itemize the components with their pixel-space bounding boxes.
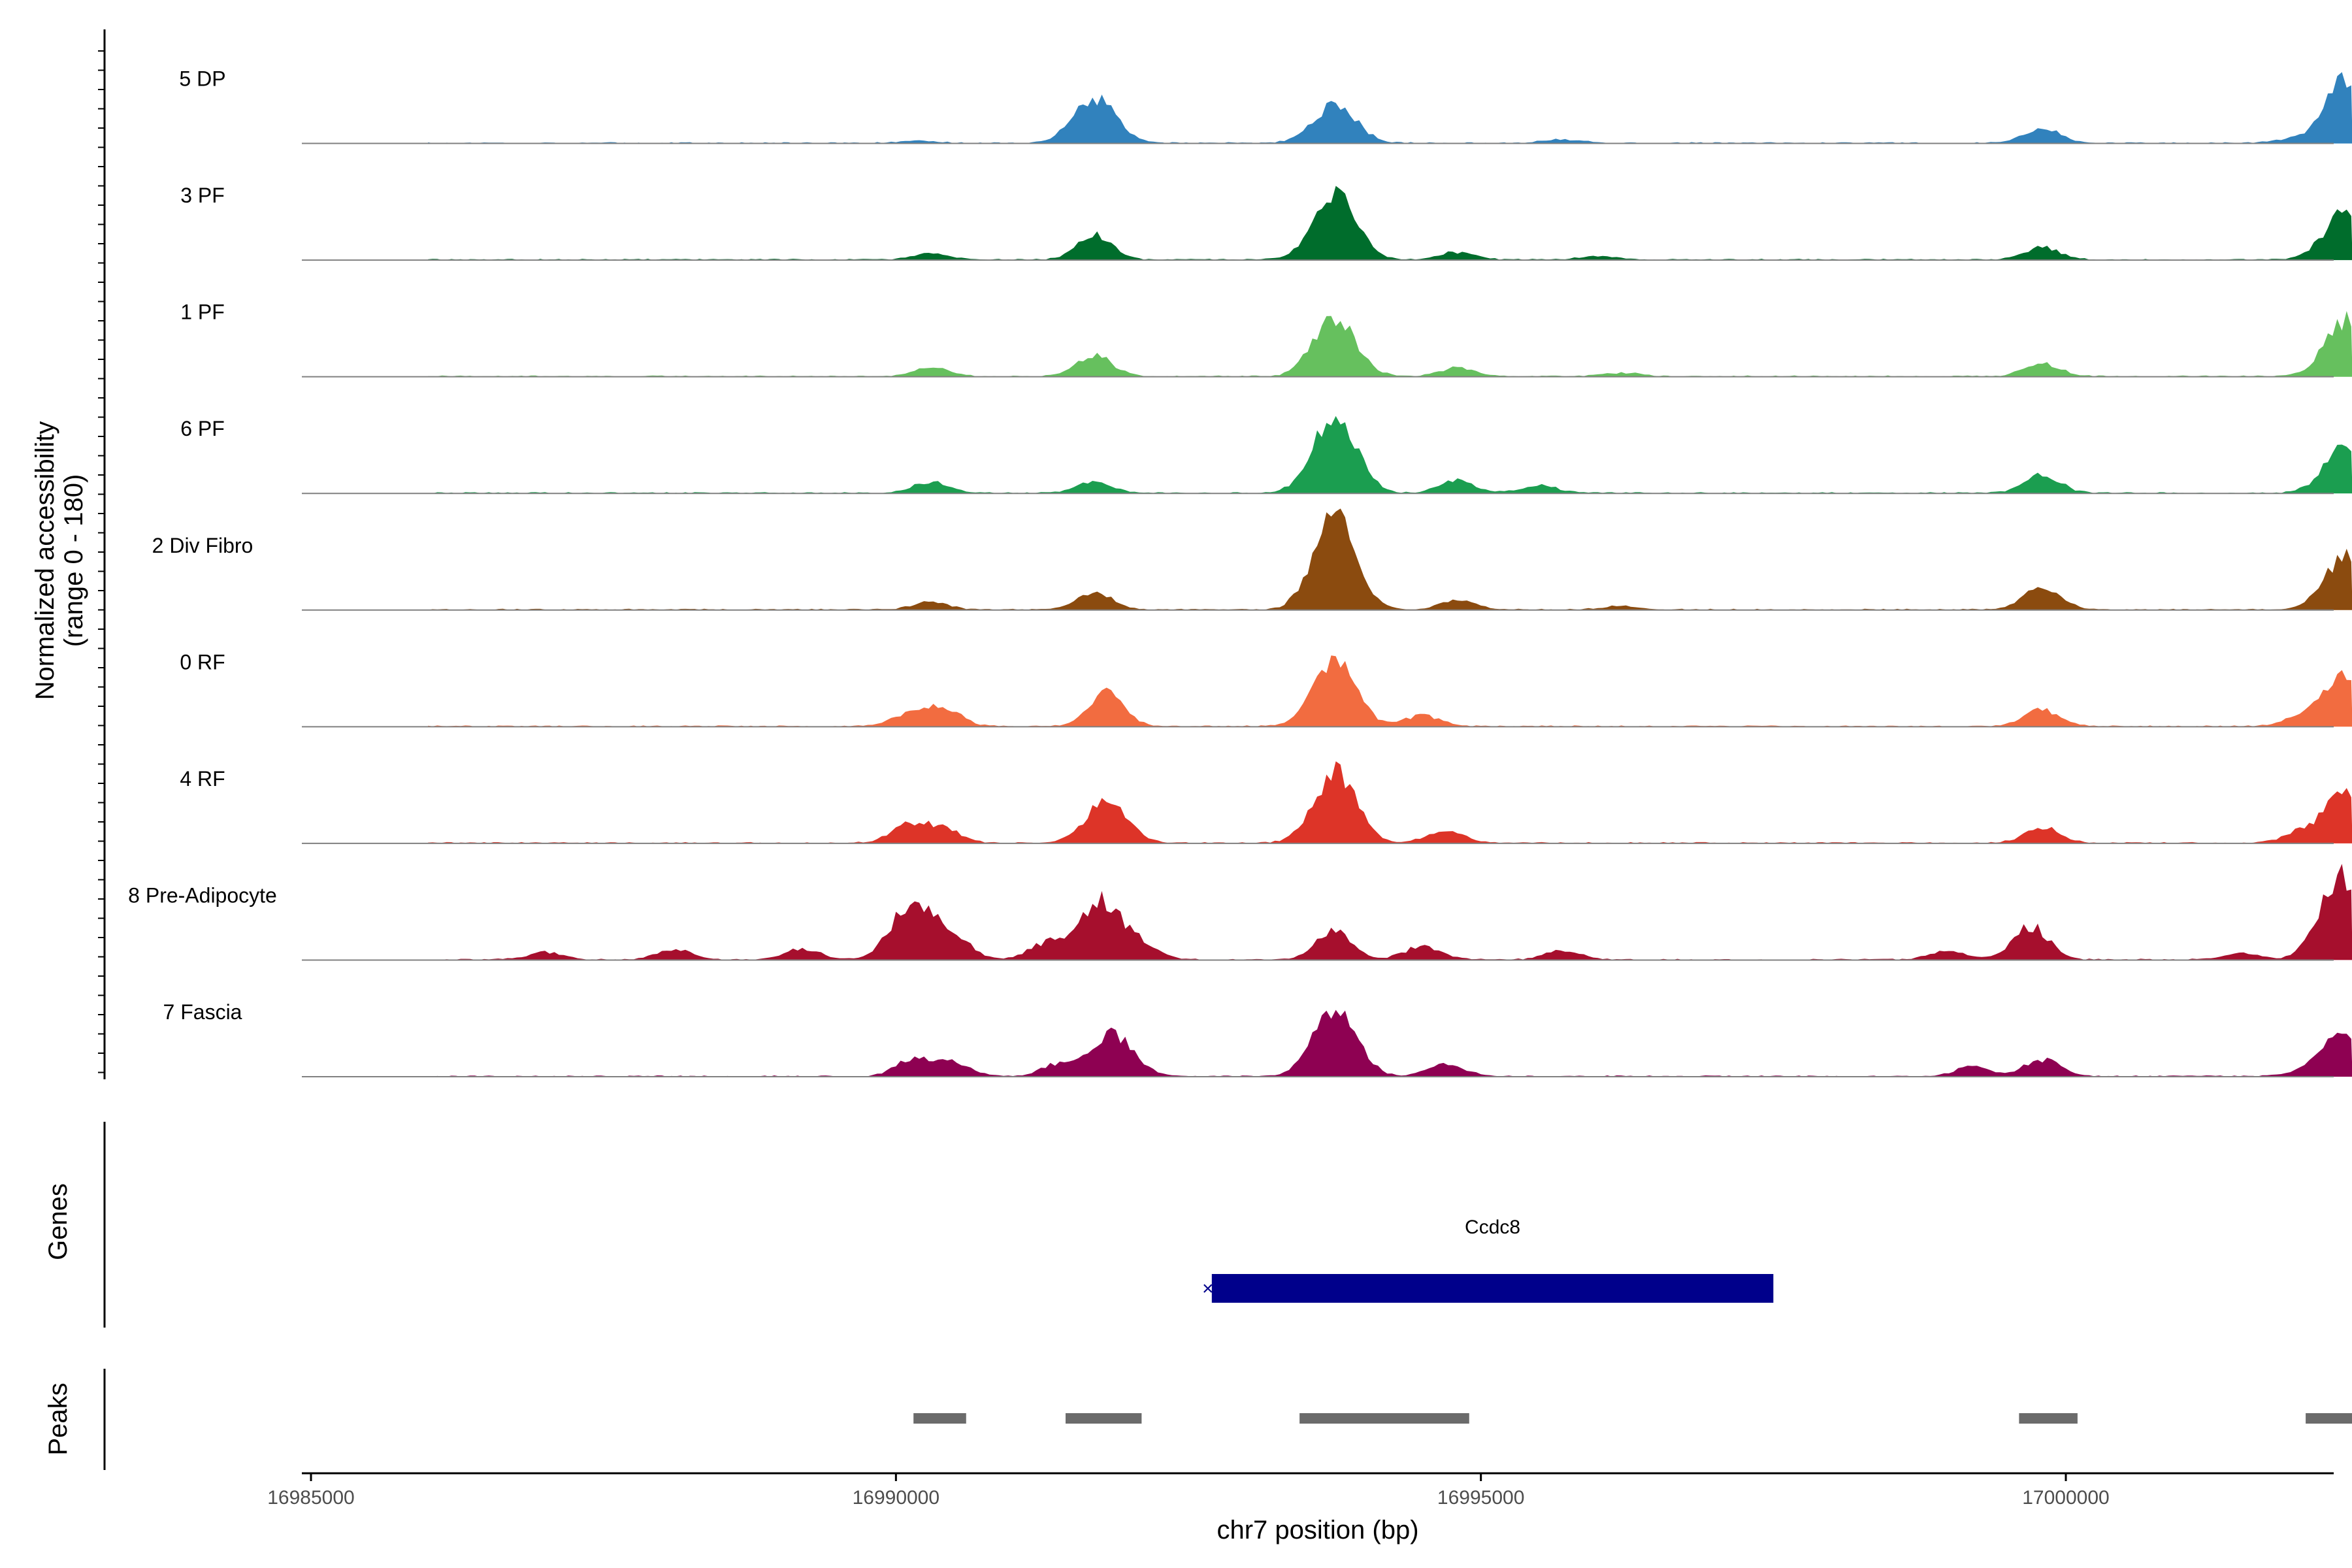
genes-track-label: Genes: [44, 1183, 73, 1260]
peaks-track: [913, 1413, 2352, 1424]
y-axis-title: Normalized accessibility: [31, 421, 59, 700]
peak-region-1: [913, 1413, 966, 1424]
track-label: 3 PF: [180, 184, 225, 207]
coverage-area-3: [428, 311, 2352, 377]
peak-region-3: [1299, 1413, 1469, 1424]
x-tick-label: 17000000: [2022, 1487, 2109, 1509]
track-label: 1 PF: [180, 301, 225, 324]
gene-label: Ccdc8: [1465, 1217, 1520, 1238]
coverage-y-ticks: [98, 50, 105, 1073]
coverage-area-7: [428, 761, 2352, 843]
genes-track: × Ccdc8: [1202, 1217, 1774, 1303]
track-label: 7 Fascia: [163, 1000, 242, 1024]
gene-body: [1211, 1274, 1774, 1303]
coverage-tracks: 5 DP 3 PF 1 PF 6 PF 2 Div Fibro 0 RF 4 RF 8 Pre…: [128, 67, 2352, 1077]
coverage-area-1: [428, 72, 2352, 144]
coverage-area-6: [428, 655, 2352, 727]
coverage-area-4: [428, 416, 2352, 494]
coverage-area-8: [428, 864, 2352, 960]
x-tick-label: 16990000: [853, 1487, 939, 1509]
x-axis-title: chr7 position (bp): [1217, 1516, 1418, 1544]
x-tick-label: 16995000: [1437, 1487, 1524, 1509]
track-label: 5 DP: [179, 67, 225, 91]
track-label: 8 Pre-Adipocyte: [128, 883, 277, 907]
x-axis-ticks: 16985000 16990000 16995000 17000000: [267, 1473, 2110, 1509]
y-axis-subtitle: (range 0 - 180): [59, 474, 88, 647]
peak-region-2: [1065, 1413, 1142, 1424]
track-label: 0 RF: [180, 650, 225, 674]
coverage-area-9: [428, 1009, 2352, 1077]
track-label: 4 RF: [180, 767, 225, 791]
track-label: 6 PF: [180, 417, 225, 440]
x-tick-label: 16985000: [267, 1487, 354, 1509]
peak-region-4: [2019, 1413, 2078, 1424]
peaks-track-label: Peaks: [44, 1382, 73, 1455]
coverage-area-5: [428, 508, 2352, 610]
track-label: 2 Div Fibro: [152, 534, 253, 557]
coverage-area-2: [428, 186, 2352, 261]
gene-strand-arrow: ×: [1202, 1278, 1214, 1299]
peak-region-5: [2306, 1413, 2352, 1424]
